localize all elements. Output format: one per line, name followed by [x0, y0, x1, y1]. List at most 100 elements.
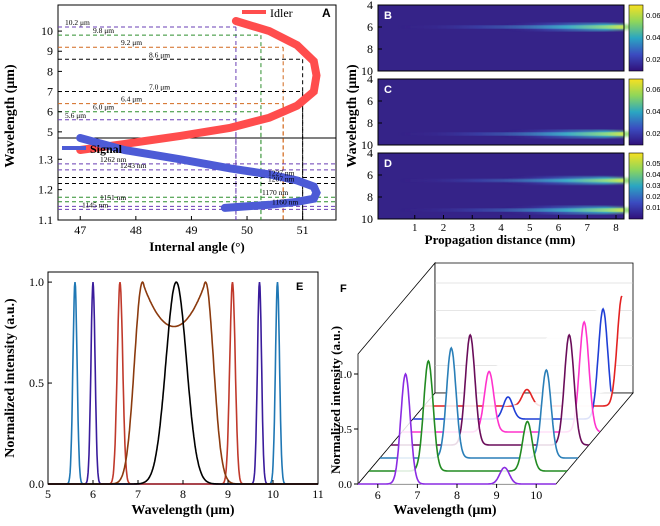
heatmap-ytick-label: 8 [367, 190, 373, 204]
heatmap-ytick-label: 4 [367, 146, 373, 160]
panel-e-letter: E [296, 281, 303, 293]
heatmap-ytick-label: 10 [361, 212, 373, 226]
signal-annotation: 1145 nm [82, 200, 108, 209]
panel-f-ztick-label: 0.5 [338, 424, 352, 436]
panel-bcd: B468100.060.040.02C468100.060.040.02D468… [345, 0, 660, 247]
panel-e-ytick-label: 0.5 [29, 376, 44, 390]
panel-a-ytick-label: 1.1 [38, 213, 53, 227]
panel-f-xtick-label: 7 [414, 488, 420, 502]
panel-e-xlabel: Wavelength (μm) [131, 503, 235, 518]
panel-e-xtick-label: 11 [312, 487, 324, 501]
panel-a-xtick-label: 47 [74, 223, 86, 237]
heatmap-ytick-label: 6 [367, 20, 373, 34]
panel-e-xtick-label: 10 [267, 487, 279, 501]
heatmap-ytick-label: 10 [361, 64, 373, 78]
colorbar [628, 152, 644, 220]
signal-curve [76, 134, 321, 212]
colorbar-label: 0.04 [646, 107, 660, 116]
idler-annotation: 9.8 μm [93, 26, 114, 35]
heatmap-frame [377, 78, 625, 146]
panel-a-letter: A [322, 6, 331, 20]
panel-e-ylabel: Normalized intensity (a.u.) [3, 298, 18, 458]
idler-annotation: 9.2 μm [121, 38, 142, 47]
panel-f-ztick-label: 0.0 [338, 479, 352, 491]
colorbar-label: 0.02 [646, 129, 660, 138]
heatmap-ytick-label: 4 [367, 72, 373, 86]
idler-annotation: 8.6 μm [149, 50, 170, 59]
panel-f-ylabel: Normalized intensity (a.u.) [328, 326, 343, 474]
heatmap-shade [378, 5, 624, 71]
heatmap-xtick-label: 1 [412, 222, 418, 234]
legend-signal-label: Signal [90, 142, 123, 156]
heatmap-ytick-label: 6 [367, 94, 373, 108]
panel-f-ticks: 6 7 8 9 10 0.0 0.5 1.0 [338, 369, 542, 502]
signal-annotation: 1227 nm [268, 168, 295, 177]
colorbar-label: 0.02 [646, 192, 660, 201]
panel-a-xtick-label: 51 [297, 223, 309, 237]
panel-e-xtick-label: 9 [225, 487, 231, 501]
colorbar-label: 0.04 [646, 170, 660, 179]
heatmap-xtick-label: 8 [613, 222, 619, 234]
panel-f-xtick-label: 9 [494, 488, 500, 502]
colorbar [628, 78, 644, 146]
signal-annotation: 1151 nm [100, 193, 126, 202]
panel-e: 5 6 7 8 9 10 11 0.0 0.5 1.0 E Normalized intensit… [3, 271, 324, 518]
heatmap-xtick-label: 6 [556, 222, 562, 234]
colorbar-label: 0.01 [646, 203, 660, 212]
panel-a-curves [76, 17, 321, 212]
heatmap-ytick-label: 10 [361, 138, 373, 152]
panel-a-ytick-label: 5 [47, 125, 53, 139]
heatmap-band-core [398, 179, 624, 182]
heatmap-xtick-label: 3 [470, 222, 476, 234]
colorbar-label: 0.04 [646, 33, 660, 42]
heatmap-band-core [398, 208, 624, 212]
signal-annotation: 1170 nm [262, 188, 288, 197]
panel-f-letter: F [340, 283, 347, 295]
signal-annotation: 1207 nm [268, 175, 295, 184]
panel-e-ticks: 5 6 7 8 9 10 11 0.0 0.5 1.0 [29, 275, 324, 501]
heatmap-ytick-label: 8 [367, 42, 373, 56]
panel-bcd-xlabel: Propagation distance (mm) [425, 232, 576, 247]
heatmap-xtick-label: 4 [498, 222, 504, 234]
heatmap-ytick-label: 6 [367, 168, 373, 182]
heatmap-frame [377, 4, 625, 72]
colorbar-label: 0.06 [646, 11, 660, 20]
panel-a-xtick-label: 48 [130, 223, 142, 237]
panel-a-ylabel: Wavelength (μm) [3, 64, 18, 168]
idler-annotation: 6.4 μm [121, 95, 142, 104]
idler-annotation: 6.0 μm [93, 103, 114, 112]
heatmap-xtick-label: 7 [585, 222, 591, 234]
colorbar-label: 0.05 [646, 159, 660, 168]
legend-idler-label: Idler [270, 6, 293, 20]
panel-a-ytick-label: 6 [47, 105, 53, 119]
panel-f-xtick-label: 10 [530, 488, 542, 502]
panel-a-xtick-label: 49 [185, 223, 197, 237]
panel-a-idler-frame [57, 4, 337, 139]
panel-a-ytick-label: 1.2 [38, 183, 53, 197]
panel-e-ytick-label: 0.0 [29, 477, 44, 491]
panel-a-xtick-label: 50 [241, 223, 253, 237]
idler-annotation: 5.6 μm [65, 111, 86, 120]
signal-annotation: 1243 nm [120, 161, 147, 170]
panel-a-ticks: 47 48 49 50 51 5 6 7 8 9 10 1.1 1.2 1.3 [38, 24, 309, 237]
panel-a-ytick-label: 7 [47, 85, 53, 99]
signal-annotation: 1160 nm [272, 197, 298, 206]
colorbar-label: 0.06 [646, 85, 660, 94]
colorbar [628, 4, 644, 72]
panel-f-ztick-label: 1.0 [338, 369, 352, 381]
heatmap-ytick-label: 8 [367, 116, 373, 130]
panel-a-ytick-label: 9 [47, 44, 53, 58]
panel-a-xlabel: Internal angle (°) [149, 239, 244, 254]
colorbar-label: 0.02 [646, 55, 660, 64]
panel-e-ytick-label: 1.0 [29, 275, 44, 289]
idler-curve [76, 17, 321, 154]
heatmap-band-core [398, 25, 624, 29]
idler-annotation: 7.0 μm [149, 83, 170, 92]
heatmap-letter: C [384, 84, 392, 96]
heatmap-xtick-label: 5 [527, 222, 533, 234]
heatmap-band-core [398, 132, 624, 136]
panel-a-ytick-label: 10 [41, 24, 53, 38]
panel-e-xtick-label: 7 [135, 487, 141, 501]
panel-f-lines [358, 295, 623, 485]
